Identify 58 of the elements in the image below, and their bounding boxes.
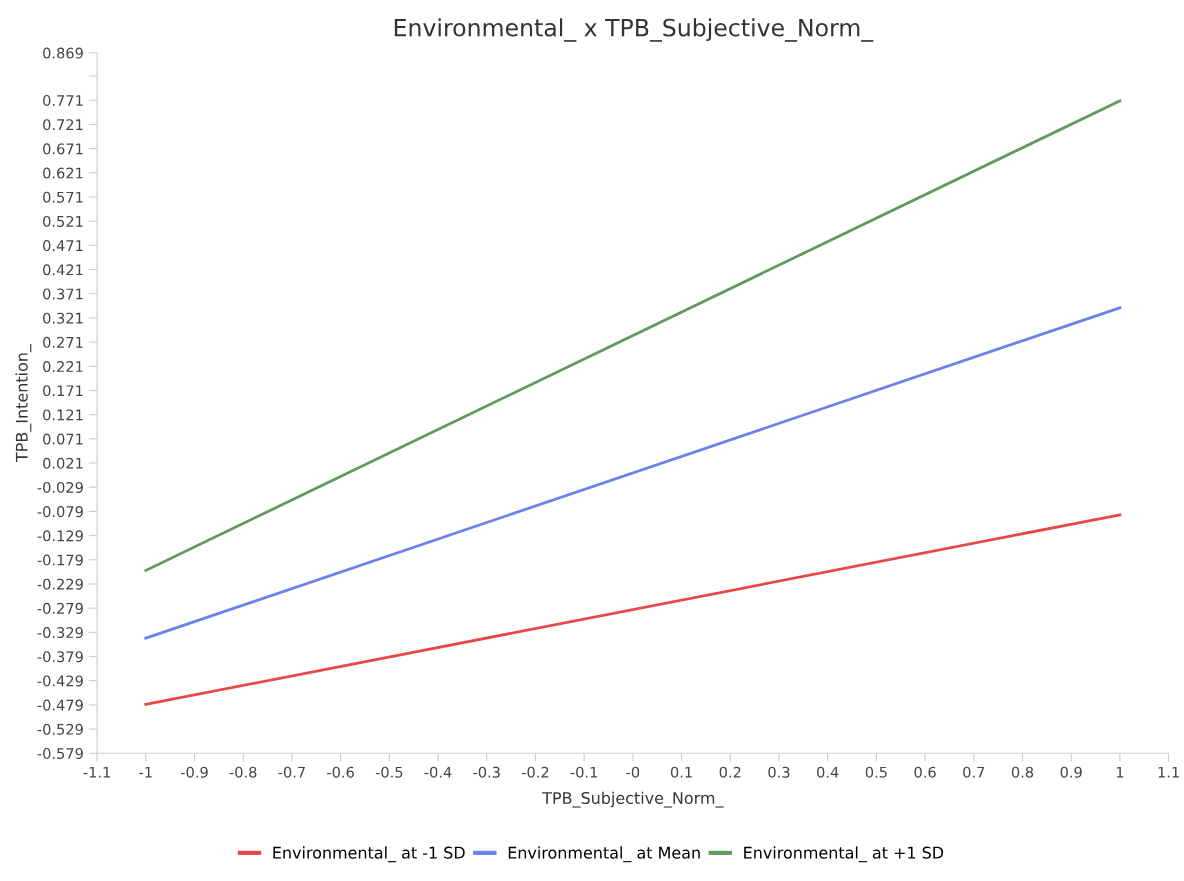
chart-title: Environmental_ x TPB_Subjective_Norm_ (394, 18, 874, 42)
y-tick-label: 0.121 (43, 409, 83, 421)
x-tick-label: -0.4 (424, 766, 452, 778)
y-tick-label: 0.771 (43, 94, 83, 107)
y-tick-label: 0.221 (43, 361, 83, 373)
y-tick-label: 0.869 (43, 47, 83, 59)
y-tick-label: 0.421 (43, 264, 83, 276)
x-tick-label: 0.6 (914, 766, 936, 778)
x-tick-label: 0.5 (865, 766, 887, 778)
x-tick-label: -1.1 (83, 766, 110, 778)
x-tick-label: 0.9 (1060, 766, 1082, 778)
x-tick-label: 0.4 (817, 766, 839, 778)
y-tick-label: 0.621 (43, 167, 83, 179)
x-axis-title: TPB_Subjective_Norm_ (542, 791, 724, 808)
y-tick-label: -0.279 (37, 602, 83, 614)
y-tick-label: 0.671 (43, 143, 83, 155)
y-tick-label: 0.171 (43, 385, 83, 397)
y-tick-label: -0.179 (37, 554, 83, 566)
x-tick-label: 0.7 (963, 766, 985, 778)
legend-label: Environmental_ at -1 SD (273, 846, 465, 863)
y-tick-label: -0.329 (37, 627, 83, 639)
y-axis-title: TPB_Intention_ (15, 343, 32, 463)
y-tick-label: 0.721 (43, 119, 83, 131)
x-tick-label: 0.1 (670, 766, 692, 778)
x-tick-label: -0.7 (278, 766, 305, 778)
legend-label: Environmental_ at Mean (508, 846, 700, 863)
x-tick-label: -0.5 (375, 766, 403, 778)
x-tick-label: -0.2 (521, 766, 549, 778)
y-tick-label: -0.129 (37, 530, 83, 542)
x-tick-label: -0.1 (570, 766, 598, 778)
y-tick-label: -0.079 (37, 506, 83, 518)
y-tick-label: 0.271 (43, 336, 83, 348)
x-tick-label: 0.8 (1011, 766, 1034, 778)
y-tick-label: -0.579 (37, 747, 83, 759)
y-tick-label: 0.571 (43, 191, 83, 203)
x-tick-label: -1 (139, 766, 152, 778)
y-tick-label: -0.229 (37, 578, 83, 590)
legend-label: Environmental_ at +1 SD (744, 846, 944, 863)
y-tick-label: 0.471 (43, 240, 83, 252)
x-tick-label: 1 (1116, 766, 1124, 778)
y-tick-label: -0.479 (37, 699, 83, 711)
y-tick-label: 0.321 (43, 312, 83, 324)
y-tick-label: 0.021 (43, 457, 83, 469)
y-tick-label: 0.371 (43, 288, 83, 300)
x-tick-label: -0.3 (473, 766, 500, 778)
x-tick-label: -0.6 (327, 766, 354, 778)
x-tick-label: -0.9 (180, 766, 208, 778)
y-tick-label: 0.071 (43, 433, 83, 445)
x-tick-label: -0.8 (229, 766, 257, 778)
x-tick-label: 1.1 (1158, 766, 1179, 778)
y-tick-label: -0.529 (37, 723, 83, 735)
x-tick-label: 0.3 (768, 766, 790, 778)
x-tick-label: 0.2 (719, 766, 741, 778)
y-tick-label: -0.379 (37, 651, 83, 663)
y-tick-label: 0.521 (43, 215, 83, 227)
y-tick-label: -0.029 (37, 481, 83, 493)
y-tick-label: -0.429 (37, 675, 83, 687)
x-tick-label: -0 (626, 766, 640, 778)
